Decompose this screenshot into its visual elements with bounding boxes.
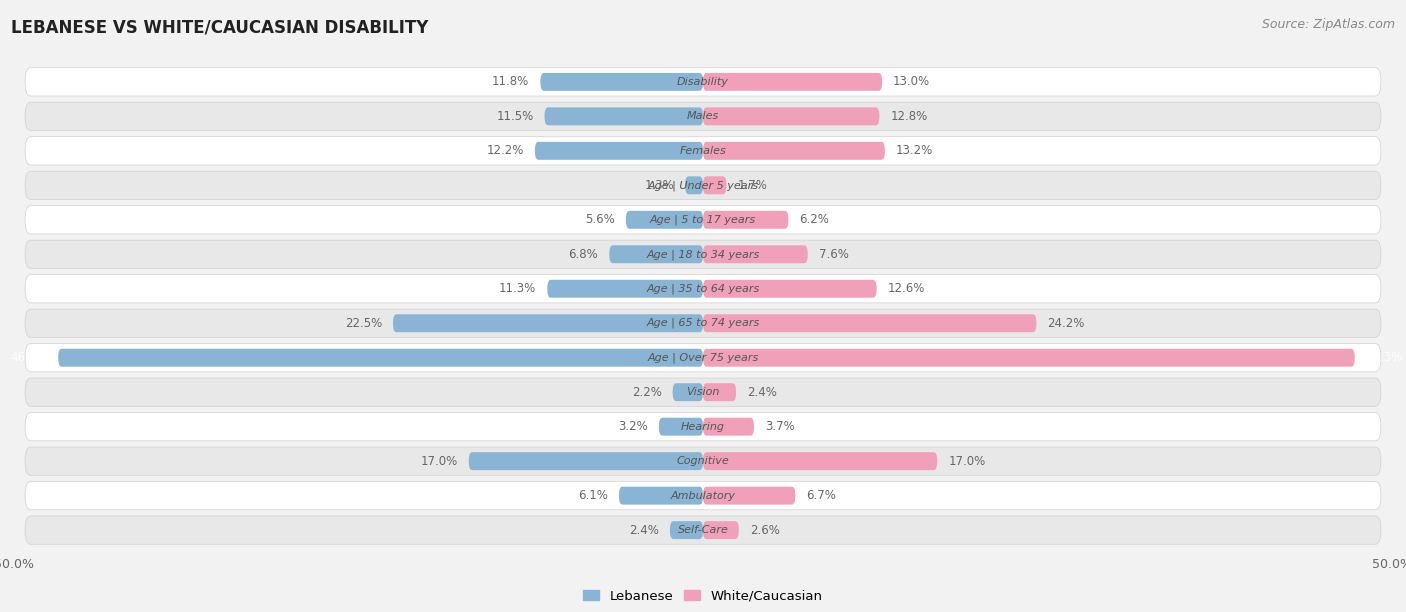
Text: 46.8%: 46.8% <box>10 351 48 364</box>
Text: 13.0%: 13.0% <box>893 75 931 88</box>
Text: 6.7%: 6.7% <box>807 489 837 502</box>
Text: 6.8%: 6.8% <box>568 248 599 261</box>
Text: Cognitive: Cognitive <box>676 456 730 466</box>
Text: Self-Care: Self-Care <box>678 525 728 535</box>
FancyBboxPatch shape <box>544 107 703 125</box>
Text: 13.2%: 13.2% <box>896 144 934 157</box>
Text: 3.2%: 3.2% <box>619 420 648 433</box>
FancyBboxPatch shape <box>25 447 1381 476</box>
Text: 7.6%: 7.6% <box>818 248 849 261</box>
FancyBboxPatch shape <box>685 176 703 194</box>
Text: Age | 18 to 34 years: Age | 18 to 34 years <box>647 249 759 259</box>
Text: Age | 65 to 74 years: Age | 65 to 74 years <box>647 318 759 329</box>
FancyBboxPatch shape <box>58 349 703 367</box>
Text: Age | 5 to 17 years: Age | 5 to 17 years <box>650 215 756 225</box>
FancyBboxPatch shape <box>25 343 1381 372</box>
FancyBboxPatch shape <box>703 315 1036 332</box>
FancyBboxPatch shape <box>468 452 703 470</box>
Text: 1.3%: 1.3% <box>644 179 673 192</box>
Text: Females: Females <box>679 146 727 156</box>
FancyBboxPatch shape <box>25 240 1381 269</box>
FancyBboxPatch shape <box>25 136 1381 165</box>
FancyBboxPatch shape <box>25 482 1381 510</box>
FancyBboxPatch shape <box>703 280 876 297</box>
Text: 11.5%: 11.5% <box>496 110 533 123</box>
Text: 17.0%: 17.0% <box>420 455 458 468</box>
FancyBboxPatch shape <box>703 211 789 229</box>
FancyBboxPatch shape <box>703 245 807 263</box>
FancyBboxPatch shape <box>703 452 938 470</box>
FancyBboxPatch shape <box>25 102 1381 130</box>
Text: Males: Males <box>688 111 718 121</box>
Text: Vision: Vision <box>686 387 720 397</box>
Text: 11.8%: 11.8% <box>492 75 530 88</box>
Text: Ambulatory: Ambulatory <box>671 491 735 501</box>
Text: 47.3%: 47.3% <box>1365 351 1403 364</box>
FancyBboxPatch shape <box>703 383 737 401</box>
FancyBboxPatch shape <box>25 68 1381 96</box>
Text: 12.2%: 12.2% <box>486 144 524 157</box>
FancyBboxPatch shape <box>25 206 1381 234</box>
FancyBboxPatch shape <box>703 176 727 194</box>
Text: 3.7%: 3.7% <box>765 420 794 433</box>
FancyBboxPatch shape <box>25 275 1381 303</box>
Text: 6.1%: 6.1% <box>578 489 607 502</box>
Text: Disability: Disability <box>678 77 728 87</box>
FancyBboxPatch shape <box>25 309 1381 337</box>
FancyBboxPatch shape <box>703 521 738 539</box>
Text: Source: ZipAtlas.com: Source: ZipAtlas.com <box>1261 18 1395 31</box>
FancyBboxPatch shape <box>703 349 1355 367</box>
Text: 17.0%: 17.0% <box>948 455 986 468</box>
FancyBboxPatch shape <box>392 315 703 332</box>
Text: 2.6%: 2.6% <box>749 524 780 537</box>
Text: LEBANESE VS WHITE/CAUCASIAN DISABILITY: LEBANESE VS WHITE/CAUCASIAN DISABILITY <box>11 18 429 36</box>
Text: 11.3%: 11.3% <box>499 282 536 295</box>
FancyBboxPatch shape <box>25 378 1381 406</box>
Text: 2.4%: 2.4% <box>747 386 778 398</box>
FancyBboxPatch shape <box>703 418 754 436</box>
FancyBboxPatch shape <box>703 107 879 125</box>
Text: 12.6%: 12.6% <box>887 282 925 295</box>
FancyBboxPatch shape <box>540 73 703 91</box>
FancyBboxPatch shape <box>609 245 703 263</box>
FancyBboxPatch shape <box>703 73 882 91</box>
Text: 2.2%: 2.2% <box>631 386 662 398</box>
Text: Age | Under 5 years: Age | Under 5 years <box>648 180 758 190</box>
FancyBboxPatch shape <box>25 516 1381 544</box>
FancyBboxPatch shape <box>534 142 703 160</box>
Text: 24.2%: 24.2% <box>1047 317 1085 330</box>
FancyBboxPatch shape <box>669 521 703 539</box>
FancyBboxPatch shape <box>703 142 884 160</box>
FancyBboxPatch shape <box>25 412 1381 441</box>
FancyBboxPatch shape <box>547 280 703 297</box>
FancyBboxPatch shape <box>659 418 703 436</box>
FancyBboxPatch shape <box>25 171 1381 200</box>
FancyBboxPatch shape <box>703 487 796 505</box>
Legend: Lebanese, White/Caucasian: Lebanese, White/Caucasian <box>578 584 828 608</box>
Text: Age | 35 to 64 years: Age | 35 to 64 years <box>647 283 759 294</box>
FancyBboxPatch shape <box>619 487 703 505</box>
Text: 2.4%: 2.4% <box>628 524 659 537</box>
Text: Age | Over 75 years: Age | Over 75 years <box>647 353 759 363</box>
Text: Hearing: Hearing <box>681 422 725 431</box>
Text: 6.2%: 6.2% <box>800 214 830 226</box>
FancyBboxPatch shape <box>626 211 703 229</box>
FancyBboxPatch shape <box>672 383 703 401</box>
Text: 5.6%: 5.6% <box>585 214 614 226</box>
Text: 22.5%: 22.5% <box>344 317 382 330</box>
Text: 12.8%: 12.8% <box>890 110 928 123</box>
Text: 1.7%: 1.7% <box>738 179 768 192</box>
